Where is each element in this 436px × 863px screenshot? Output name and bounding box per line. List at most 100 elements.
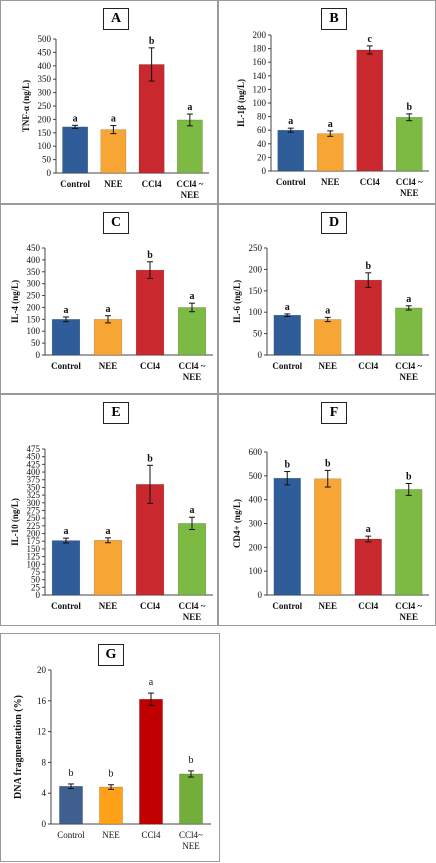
y-tick-label: 0 (262, 166, 267, 176)
chart-svg-a: 0 50 100 150 200 250 300 350 400 450 500 TNF-α (ng/… (21, 34, 209, 200)
bar-g-1 (99, 786, 123, 825)
y-tick-label: 60 (257, 125, 267, 135)
x-tick-label-line2: NEE (183, 612, 202, 622)
significance-letter: b (147, 453, 153, 464)
y-tick-label: 80 (257, 112, 267, 122)
panel-letter: C (103, 212, 129, 234)
y-tick-label: 300 (27, 279, 41, 289)
x-tick-label: Control (51, 601, 81, 611)
y-tick-label: 120 (253, 84, 267, 94)
significance-letter: b (69, 768, 74, 779)
y-tick-label: 175 (27, 536, 41, 546)
bar-g-2 (139, 699, 163, 825)
y-tick-label: 500 (38, 34, 52, 44)
y-tick-label: 40 (257, 139, 267, 149)
y-tick-label: 450 (27, 452, 41, 462)
x-tick-label: CCl4 (140, 601, 160, 611)
bar-d-2 (354, 279, 382, 356)
bar-f-3 (395, 489, 423, 596)
x-tick-label: Control (60, 179, 90, 189)
y-tick-label: 100 (253, 98, 267, 108)
y-tick-label: 125 (27, 552, 41, 562)
y-axis-label: DNA fragmentation (%) (13, 695, 24, 799)
y-tick-label: 0 (36, 350, 41, 360)
x-tick-label: CCl4~ (179, 830, 203, 840)
x-tick-label: Control (272, 361, 302, 371)
x-tick-label-line2: NEE (182, 841, 200, 851)
significance-letter: b (189, 755, 194, 766)
y-tick-label: 200 (253, 30, 267, 40)
y-tick-label: 100 (249, 307, 263, 317)
bar-b-1 (316, 133, 344, 172)
significance-letter: a (111, 114, 116, 125)
x-tick-label: CCl4 ~ (395, 361, 422, 371)
y-tick-label: 180 (253, 44, 267, 54)
y-tick-label: 4 (42, 788, 47, 798)
panel-letter: G (98, 644, 124, 666)
y-axis-label: IL-4 (ng/L) (10, 280, 20, 323)
y-tick-label: 600 (249, 447, 263, 457)
x-tick-label-line2: NEE (181, 190, 200, 200)
y-tick-label: 16 (37, 696, 47, 706)
x-tick-label-line2: NEE (399, 612, 418, 622)
chart-svg-b: 0 20 40 60 80 100 120 140 160 180 200 IL-1β (ng/L) a… (236, 30, 429, 198)
significance-letter: b (149, 36, 155, 47)
y-axis-label: CD4+ (ng/L) (232, 499, 242, 548)
y-tick-label: 150 (38, 128, 52, 138)
x-tick-label: CCl4 ~ (396, 177, 423, 187)
y-tick-label: 160 (253, 57, 267, 67)
y-tick-label: 8 (42, 757, 47, 767)
bar-c-1 (93, 319, 123, 356)
significance-letter: b (147, 250, 153, 261)
y-tick-label: 200 (249, 264, 263, 274)
bar-d-1 (314, 319, 342, 356)
significance-letter: b (406, 102, 412, 113)
x-tick-label: NEE (102, 830, 120, 840)
y-axis-label: TNF-α (ng/L) (21, 80, 31, 132)
panel-letter: B (321, 8, 347, 30)
y-tick-label: 25 (31, 582, 41, 592)
panel-a: A 0 50 100 150 200 250 300 350 400 450 500 TNF-α (ng… (0, 0, 218, 204)
significance-letter: a (187, 102, 192, 113)
panel-d: D 0 50 100 150 200 250 IL-6 (ng/L) a Control a NEE b… (218, 204, 436, 394)
x-tick-label: Control (272, 601, 302, 611)
x-tick-label-line2: NEE (183, 372, 202, 382)
chart-svg-e: 0255075100125150175200225250275300325350… (10, 444, 213, 622)
y-tick-label: 400 (27, 255, 41, 265)
bar-c-2 (135, 269, 165, 356)
panel-e: E 0 25 50 75 100 125 150 175 200 225 250 275 300 325 35… (0, 394, 218, 626)
significance-letter: a (406, 294, 411, 305)
y-tick-label: 100 (27, 559, 41, 569)
y-tick-label: 12 (37, 727, 46, 737)
y-tick-label: 140 (253, 71, 267, 81)
x-tick-label: CCl4 ~ (176, 179, 203, 189)
y-tick-label: 275 (27, 505, 41, 515)
panel-letter: D (321, 212, 347, 234)
x-tick-label: CCl4 (360, 177, 380, 187)
x-tick-label: NEE (99, 361, 118, 371)
y-tick-label: 375 (27, 475, 41, 485)
significance-letter: a (325, 305, 330, 316)
x-tick-label: CCl4 (140, 361, 160, 371)
y-tick-label: 100 (249, 566, 263, 576)
x-tick-label: CCl4 ~ (179, 601, 206, 611)
bar-a-1 (100, 129, 127, 174)
significance-letter: a (64, 526, 69, 537)
y-tick-label: 250 (27, 513, 41, 523)
significance-letter: b (284, 460, 290, 471)
panel-letter: E (103, 402, 129, 424)
panel-letter: A (103, 8, 129, 30)
x-tick-label: Control (57, 830, 85, 840)
bar-b-0 (277, 129, 305, 172)
y-tick-label: 50 (42, 155, 52, 165)
significance-letter: a (288, 116, 293, 127)
significance-letter: a (73, 113, 78, 124)
significance-letter: a (366, 524, 371, 535)
bar-c-0 (51, 319, 81, 356)
significance-letter: a (190, 291, 195, 302)
y-tick-label: 450 (38, 47, 52, 57)
y-tick-label: 150 (27, 314, 41, 324)
significance-letter: a (106, 304, 111, 315)
y-tick-label: 350 (38, 74, 52, 84)
